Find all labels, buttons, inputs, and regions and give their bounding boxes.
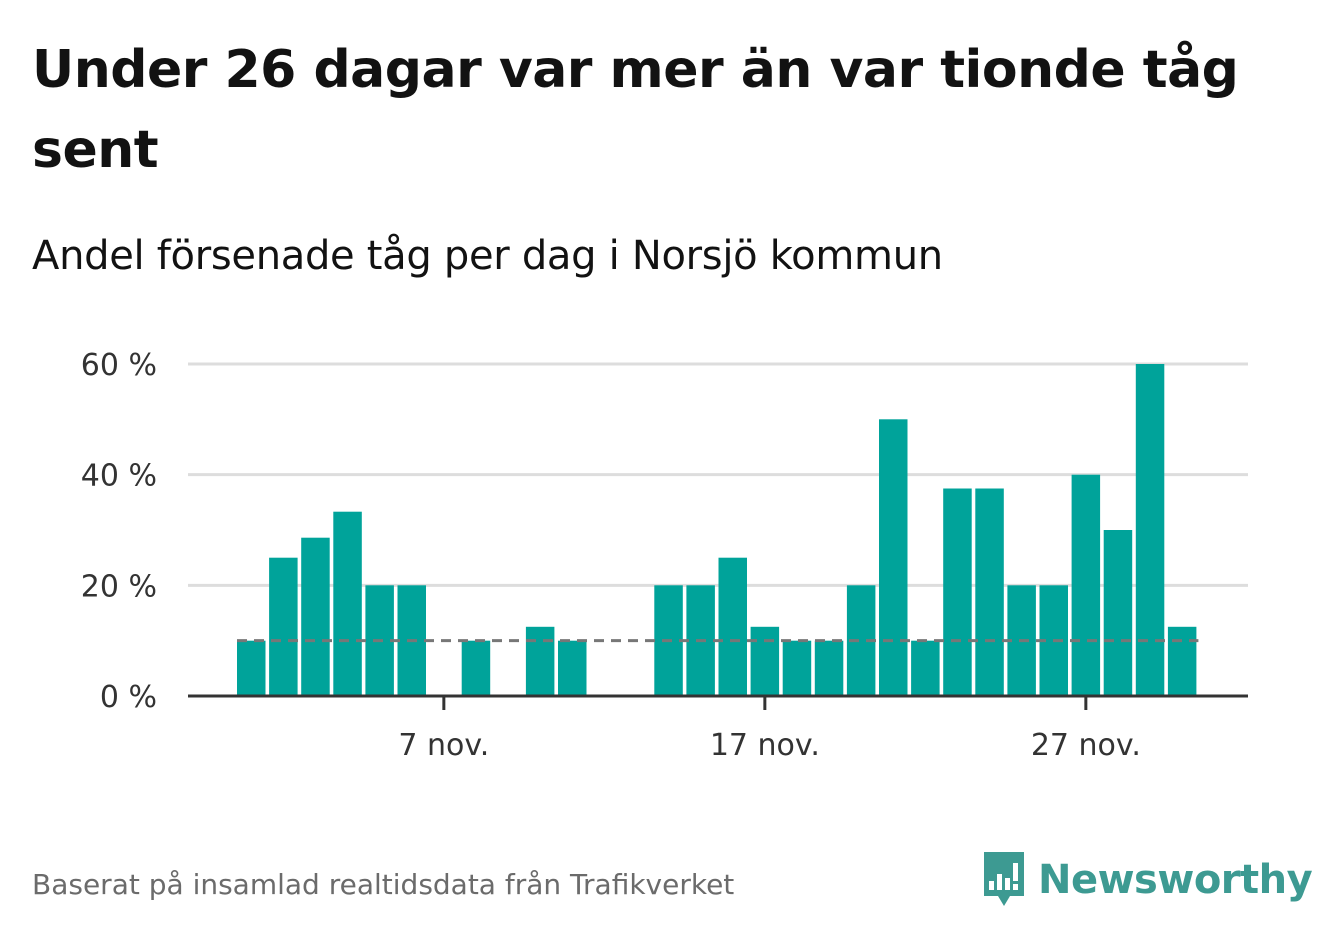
source-note: Baserat på insamlad realtidsdata från Tr… [32,868,735,901]
bar: 10 nov.: 12.5 % [525,626,555,696]
x-tick-label: 27 nov. [1031,728,1141,763]
bar: 3 nov.: 28.6 % [301,537,330,696]
y-tick-label: 0 % [100,680,157,715]
newsworthy-logo-text: Newsworthy [1038,857,1313,903]
x-axis: 7 nov. 17 nov. 27 nov. [188,694,1248,763]
chart-subtitle: Andel försenade tåg per dag i Norsjö kom… [32,233,943,279]
x-tick-label: 17 nov. [710,728,820,763]
newsworthy-logo: Newsworthy [980,848,1313,912]
gridlines [188,362,1248,587]
bar: 16 nov.: 25 % [718,557,747,696]
bar: 29 nov.: 60 % [1135,364,1165,696]
bar: 2 nov.: 25 % [269,557,298,696]
bar: 17 nov.: 12.5 % [750,626,780,696]
bar: 8 nov.: 10 % [461,640,491,696]
bar: 4 nov.: 33.3 % [333,511,362,696]
chart-title: Under 26 dagar var mer än var tionde tåg… [32,40,1239,180]
bar: 1 nov.: 10 % [237,640,266,696]
bars: 1 nov.: 10 %2 nov.: 25 %3 nov.: 28.6 %4 … [237,364,1197,696]
bar: 18 nov.: 10 % [782,640,812,696]
y-axis-labels: 0 % 20 % 40 % 60 % [81,348,157,715]
bar: 28 nov.: 30 % [1103,530,1133,696]
x-tick-label: 7 nov. [398,728,489,763]
bar: 21 nov.: 50 % [879,419,908,696]
bar: 19 nov.: 10 % [814,640,844,696]
newsworthy-logo-icon [984,852,1024,906]
bar: 30 nov.: 12.5 % [1167,626,1197,696]
y-tick-label: 40 % [81,459,157,494]
y-tick-label: 20 % [81,569,157,604]
bar: 24 nov.: 37.5 % [975,488,1004,696]
bar-chart: 0 % 20 % 40 % 60 % 1 nov.: 10 %2 nov.: 25 %… [81,348,1248,763]
bar: 23 nov.: 37.5 % [943,488,972,696]
bar: 11 nov.: 10 % [558,640,587,696]
bar: 22 nov.: 10 % [911,640,940,696]
bar: 27 nov.: 40 % [1071,474,1101,696]
y-tick-label: 60 % [81,348,157,383]
